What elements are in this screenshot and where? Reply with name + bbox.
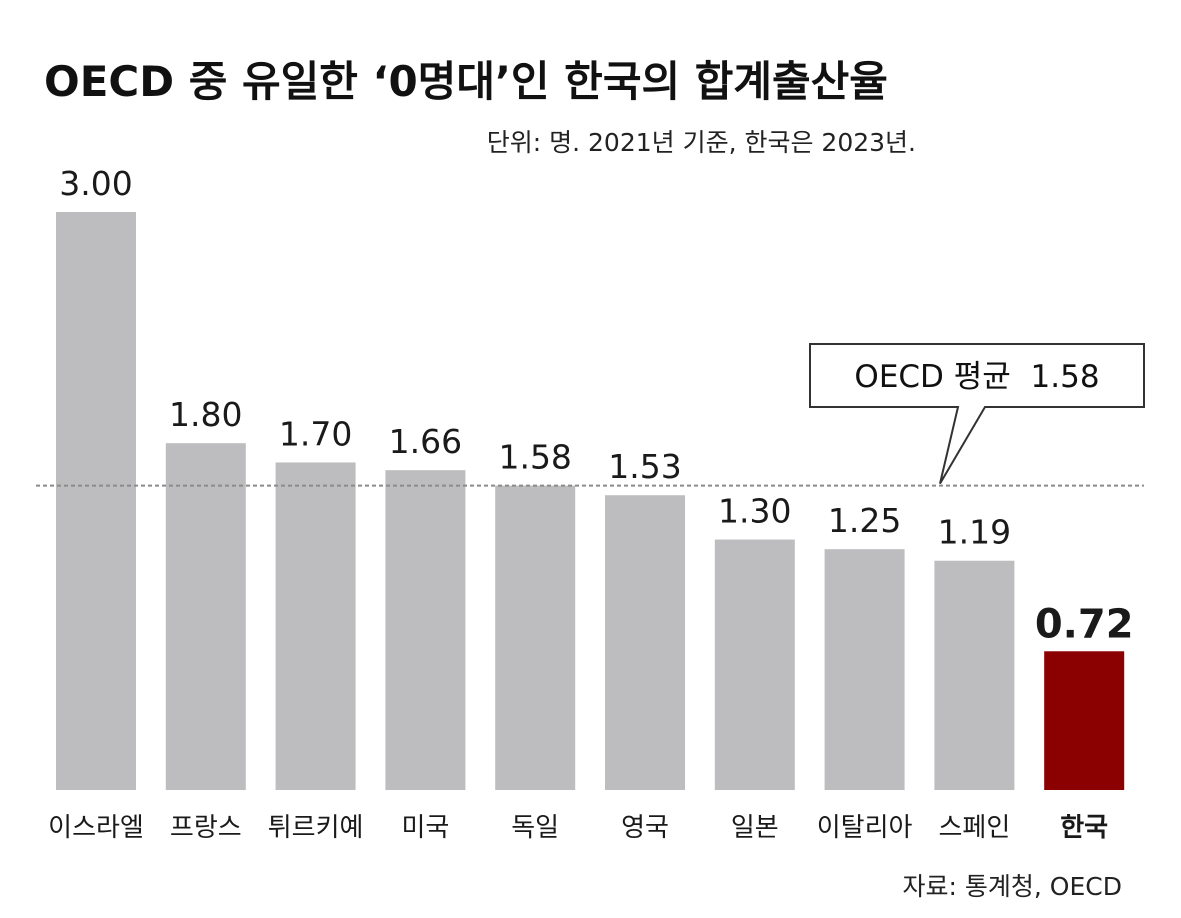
callout-box [809, 343, 1145, 485]
value-label-0: 3.00 [59, 164, 132, 203]
value-label-4: 1.58 [498, 438, 571, 477]
bar-0 [56, 212, 136, 790]
chart-subtitle: 단위: 명. 2021년 기준, 한국은 2023년. [487, 128, 916, 157]
value-label-9: 0.72 [1035, 601, 1134, 647]
bar-5 [605, 495, 685, 790]
oecd-average-callout: OECD 평균 1.58 [809, 343, 1145, 485]
value-label-1: 1.80 [169, 395, 242, 434]
bar-6 [714, 539, 795, 790]
bar-1 [165, 443, 246, 790]
category-label-0: 이스라엘 [48, 813, 144, 843]
bars-group: 3.00 이스라엘 1.80 프랑스 1.70 튀르키예 1.66 미국 1.58 독일 1.53 영… [48, 164, 1133, 843]
category-label-4: 독일 [511, 813, 559, 843]
bar-8 [934, 560, 1015, 790]
value-label-2: 1.70 [279, 414, 352, 453]
bar-7 [824, 549, 905, 790]
category-label-3: 미국 [401, 813, 449, 843]
value-label-6: 1.30 [718, 492, 791, 531]
category-label-8: 스페인 [939, 813, 1011, 843]
category-label-5: 영국 [621, 813, 669, 843]
bar-4 [495, 485, 576, 790]
value-label-5: 1.53 [608, 447, 681, 486]
category-label-6: 일본 [731, 813, 779, 843]
value-label-3: 1.66 [389, 422, 462, 461]
category-label-7: 이탈리아 [817, 813, 913, 843]
category-label-2: 튀르키예 [268, 813, 364, 843]
bar-9 [1044, 651, 1125, 790]
value-label-8: 1.19 [938, 513, 1011, 552]
value-label-7: 1.25 [828, 501, 901, 540]
category-label-1: 프랑스 [170, 813, 242, 843]
chart-title: OECD 중 유일한 ‘0명대’인 한국의 합계출산율 [44, 57, 888, 106]
bar-3 [385, 470, 466, 790]
source-note: 자료: 통계청, OECD [903, 872, 1122, 901]
oecd-average-label: OECD 평균 1.58 [854, 359, 1099, 395]
bar-2 [275, 462, 356, 790]
category-label-9: 한국 [1060, 813, 1108, 843]
